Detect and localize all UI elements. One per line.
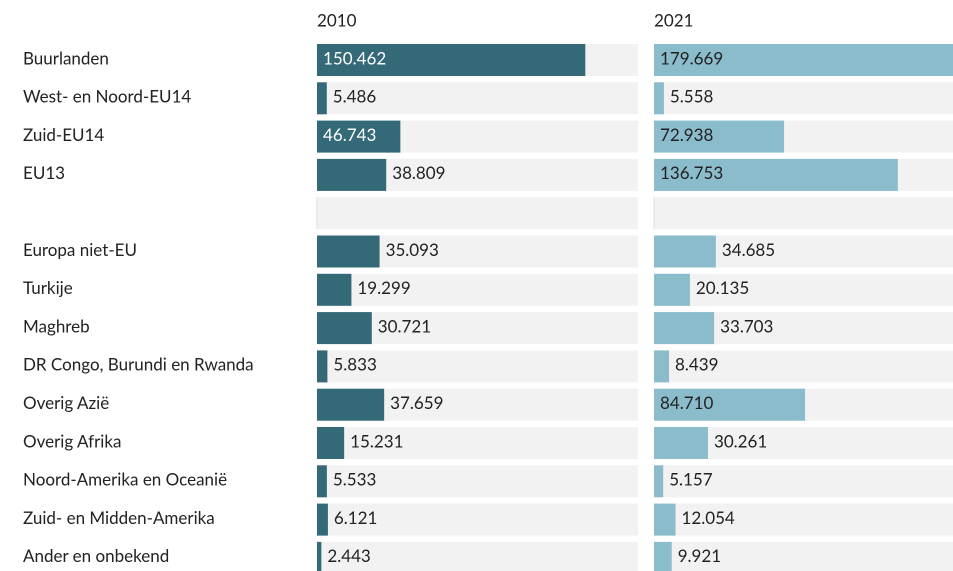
bar	[654, 120, 785, 153]
value-label: 34.685	[722, 239, 775, 260]
value-label: 5.558	[670, 86, 714, 107]
bar	[654, 541, 672, 571]
value-label: 35.093	[386, 239, 439, 260]
bar	[317, 427, 345, 459]
value-label: 12.054	[681, 507, 734, 528]
track	[317, 197, 638, 230]
category-label: Noord-Amerika en Oceanië	[23, 469, 227, 490]
track	[654, 541, 953, 571]
category-label: Buurlanden	[23, 47, 109, 68]
value-label: 5.833	[333, 354, 376, 375]
value-label: 33.703	[720, 315, 773, 336]
value-label: 72.938	[660, 124, 713, 145]
value-label: 30.261	[714, 430, 767, 451]
value-label: 46.743	[323, 124, 376, 145]
bar	[654, 235, 716, 268]
value-label: 5.486	[333, 86, 377, 107]
category-label: Maghreb	[23, 315, 90, 336]
category-label: Turkije	[23, 277, 73, 298]
category-label: West- en Noord-EU14	[23, 86, 191, 107]
track	[654, 503, 953, 536]
value-label: 136.753	[660, 162, 723, 183]
track	[317, 503, 638, 536]
category-label: Zuid- en Midden-Amerika	[23, 507, 215, 528]
bar	[654, 465, 664, 498]
category-label: Zuid-EU14	[23, 124, 104, 145]
bar	[317, 350, 328, 383]
bar	[654, 44, 953, 76]
bar	[317, 312, 372, 345]
category-label: Europa niet-EU	[23, 239, 137, 260]
value-label: 37.659	[390, 392, 443, 413]
value-label: 30.721	[378, 315, 431, 336]
category-label: Overig Afrika	[23, 430, 121, 451]
category-label: Overig Azië	[23, 392, 109, 413]
bar	[654, 350, 670, 383]
value-label: 2.443	[327, 545, 370, 566]
track	[654, 273, 953, 306]
value-label: 20.135	[696, 277, 749, 298]
track	[317, 427, 638, 459]
bar	[317, 82, 327, 115]
category-label: Ander en onbekend	[23, 545, 169, 566]
column-header: 2021	[654, 9, 693, 30]
bar	[654, 388, 806, 421]
bar	[317, 465, 327, 498]
track	[654, 82, 953, 115]
value-label: 150.462	[323, 47, 386, 68]
value-label: 5.533	[333, 469, 376, 490]
category-label: EU13	[23, 162, 65, 183]
track	[317, 350, 638, 383]
track	[317, 465, 638, 498]
value-label: 9.921	[678, 545, 721, 566]
bar	[317, 44, 586, 76]
value-label: 15.231	[350, 430, 403, 451]
track	[317, 82, 638, 115]
value-label: 6.121	[334, 507, 377, 528]
value-label: 84.710	[660, 392, 713, 413]
track	[654, 197, 953, 230]
bar	[317, 388, 385, 421]
column-header: 2010	[317, 9, 357, 30]
bar	[317, 273, 352, 306]
value-label: 8.439	[675, 354, 718, 375]
value-label: 5.157	[669, 469, 713, 490]
bar	[654, 158, 898, 191]
bar	[317, 158, 387, 191]
bar	[317, 541, 322, 571]
value-label: 19.299	[357, 277, 410, 298]
bar	[654, 82, 664, 115]
bar	[654, 312, 715, 345]
track	[654, 465, 953, 498]
bar	[654, 503, 676, 536]
value-label: 179.669	[660, 47, 723, 68]
bar	[654, 273, 690, 306]
bar	[317, 120, 401, 153]
bar	[317, 503, 328, 536]
track	[317, 541, 638, 571]
track	[317, 273, 638, 306]
bar	[654, 427, 708, 459]
value-label: 38.809	[392, 162, 445, 183]
bar	[317, 235, 380, 268]
category-label: DR Congo, Burundi en Rwanda	[23, 354, 254, 375]
track	[654, 350, 953, 383]
